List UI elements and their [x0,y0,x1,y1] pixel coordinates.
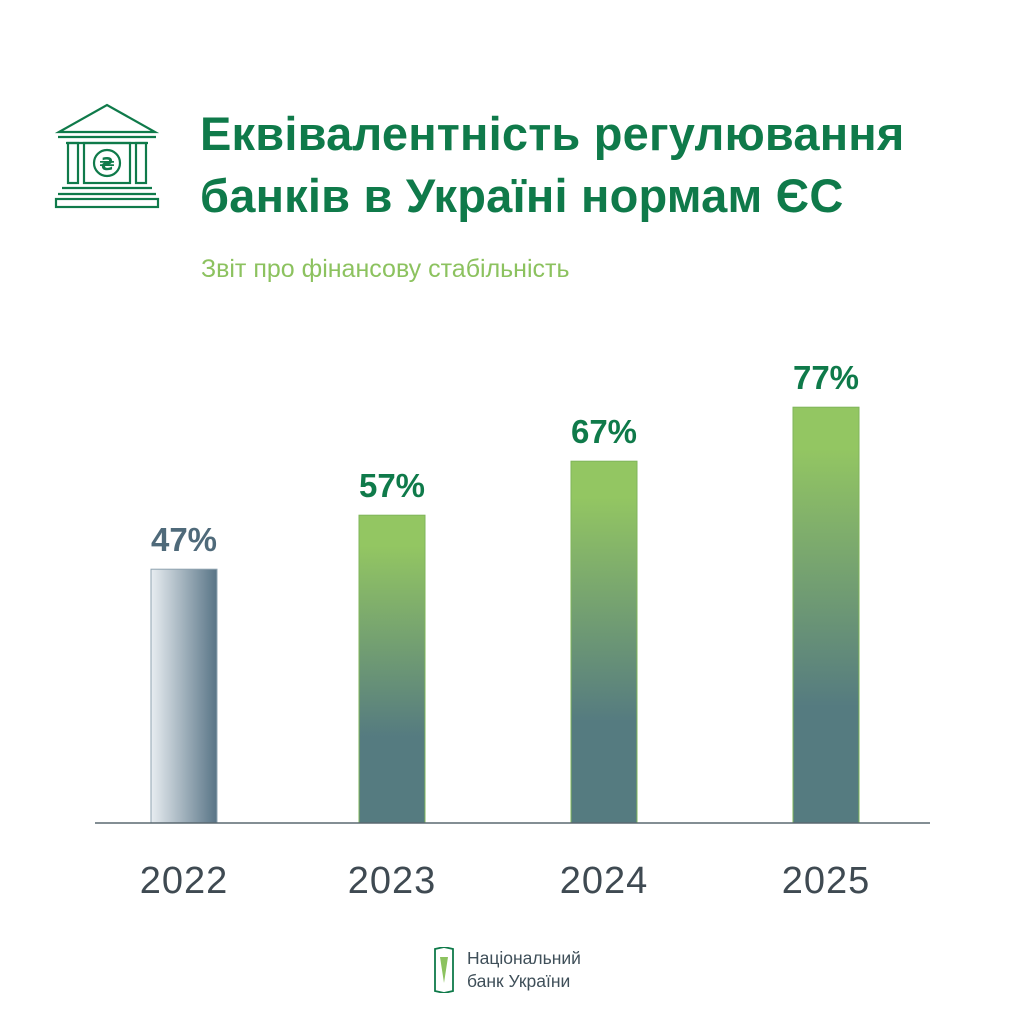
title-line-1: Еквівалентність регулювання [200,107,905,160]
bank-building-hryvnia-icon: ₴ [54,103,160,209]
title-line-2: банків в Україні нормам ЄС [200,169,844,222]
hryvnia-symbol: ₴ [99,154,114,175]
value-label-2023: 57% [359,467,425,504]
value-label-2025: 77% [793,359,859,396]
x-tick-label-2023: 2023 [348,860,437,902]
bar-2025 [792,406,860,824]
x-tick-label-2025: 2025 [782,860,871,902]
value-label-2024: 67% [571,413,637,450]
value-label-2022: 47% [151,521,217,558]
bar-2023 [358,514,426,824]
x-tick-label-2022: 2022 [140,860,229,902]
x-tick-label-2024: 2024 [560,860,649,902]
logo-line-2: банк України [467,971,571,991]
page-title: Еквівалентність регулювання банків в Укр… [200,103,1000,227]
nbu-logo-mark-icon [434,947,454,993]
nbu-logo-text: Національний банк України [467,947,581,993]
page-subtitle: Звіт про фінансову стабільність [201,255,570,283]
bar-chart: 47% 57% 67% 77% 2022 2023 2024 2025 [95,359,930,902]
bar-2022 [150,568,218,824]
bar-2024 [570,460,638,824]
logo-line-1: Національний [467,948,581,968]
